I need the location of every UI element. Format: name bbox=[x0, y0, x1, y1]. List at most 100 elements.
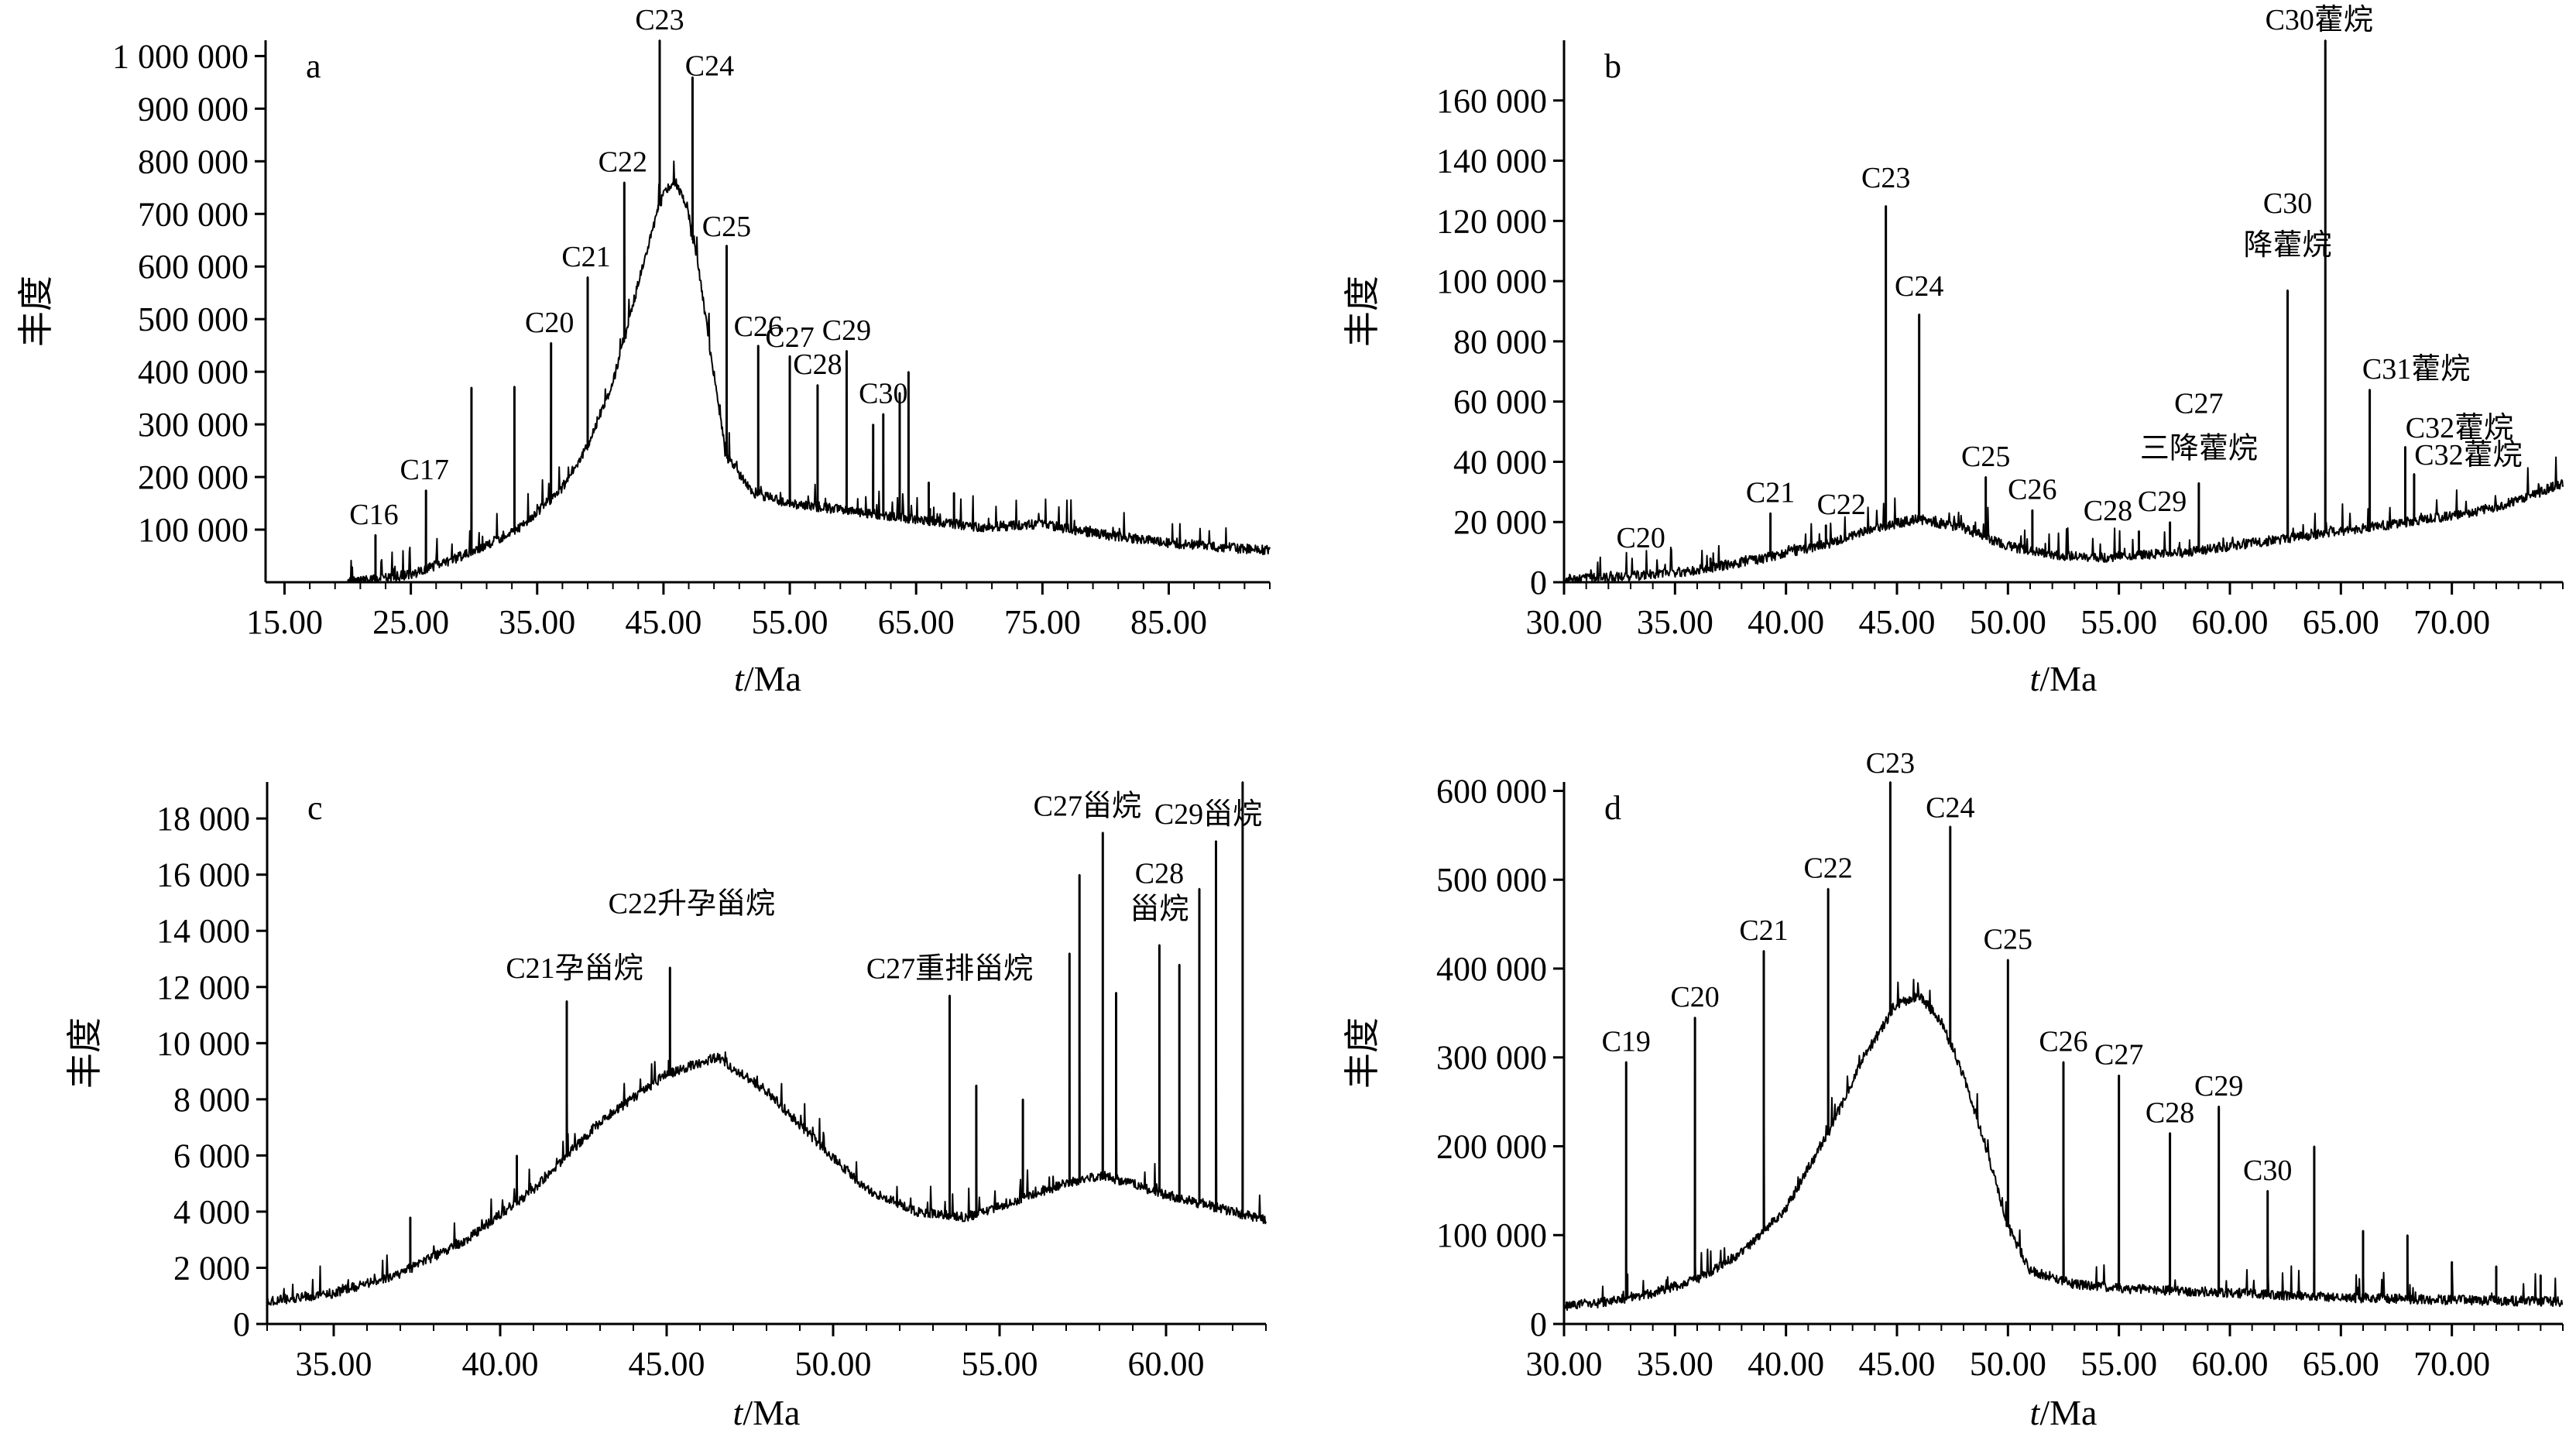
peak-label: C20 bbox=[1617, 522, 1665, 554]
x-tick-label: 60.00 bbox=[2192, 603, 2269, 641]
x-tick-label: 55.00 bbox=[2080, 603, 2157, 641]
peak-label: C26 bbox=[2039, 1025, 2087, 1058]
peak-label: C28 bbox=[793, 348, 842, 381]
y-tick-label: 12 000 bbox=[156, 969, 250, 1007]
peak-label: C27 bbox=[2174, 388, 2223, 420]
peak-label: C24 bbox=[1895, 270, 1943, 303]
chromatogram-trace bbox=[1563, 39, 2564, 583]
peak-label: C32藿烷 bbox=[2406, 412, 2513, 444]
peak-label: C29 bbox=[2194, 1070, 2243, 1103]
chromatogram-trace bbox=[1563, 781, 2564, 1312]
x-tick-label: 35.00 bbox=[296, 1345, 372, 1383]
chromatogram-trace bbox=[266, 781, 1267, 1306]
x-tick-label: 35.00 bbox=[1637, 603, 1713, 641]
x-tick-label: 70.00 bbox=[2413, 603, 2490, 641]
peak-label: C22 bbox=[599, 146, 647, 178]
y-tick-label: 300 000 bbox=[138, 406, 249, 444]
x-tick-label: 50.00 bbox=[795, 1345, 872, 1383]
y-tick-label: 60 000 bbox=[1453, 383, 1547, 421]
peak-label: C25 bbox=[1984, 924, 2032, 956]
y-tick-label: 6 000 bbox=[173, 1137, 250, 1175]
panel-label: c bbox=[307, 789, 323, 827]
panel-label: a bbox=[306, 47, 321, 85]
x-tick-label: 60.00 bbox=[2192, 1345, 2269, 1383]
x-tick-label: 65.00 bbox=[2303, 1345, 2379, 1383]
peak-label: C28 bbox=[2084, 495, 2132, 527]
peak-label: C30 bbox=[2243, 1154, 2292, 1187]
peak-label: C21孕甾烷 bbox=[506, 952, 643, 985]
x-tick-label: 55.00 bbox=[2080, 1345, 2157, 1383]
y-tick-label: 400 000 bbox=[1436, 950, 1547, 988]
peak-label: C22 bbox=[1817, 489, 1866, 521]
panel-label: d bbox=[1604, 789, 1621, 827]
y-tick-label: 300 000 bbox=[1436, 1039, 1547, 1077]
y-tick-label: 8 000 bbox=[173, 1081, 250, 1119]
y-tick-label: 200 000 bbox=[1436, 1127, 1547, 1165]
y-tick-label: 200 000 bbox=[138, 458, 249, 496]
x-tick-label: 50.00 bbox=[1970, 603, 2046, 641]
x-axis-title: t/Ma bbox=[734, 659, 801, 698]
y-tick-label: 600 000 bbox=[1436, 772, 1547, 810]
x-tick-label: 65.00 bbox=[2303, 603, 2379, 641]
y-tick-label: 18 000 bbox=[156, 800, 250, 838]
peak-label: C25 bbox=[1961, 441, 2010, 473]
chart-panel-a: 100 000 200 000 300 000 400 000 500 000 600 0… bbox=[16, 4, 1271, 698]
x-tick-label: 45.00 bbox=[629, 1345, 705, 1383]
peak-label: C24 bbox=[1926, 791, 1974, 824]
y-tick-label: 400 000 bbox=[138, 353, 249, 391]
peak-label: C22 bbox=[1803, 852, 1852, 885]
y-axis-title: 丰度 bbox=[1343, 1017, 1382, 1089]
y-tick-label: 900 000 bbox=[138, 90, 249, 128]
y-tick-label: 16 000 bbox=[156, 856, 250, 894]
x-tick-label: 15.00 bbox=[246, 603, 323, 641]
peak-label: C19 bbox=[1602, 1025, 1651, 1058]
y-tick-label: 80 000 bbox=[1453, 323, 1547, 361]
peak-label: C23 bbox=[635, 4, 684, 36]
peak-label: C31藿烷 bbox=[2362, 353, 2470, 386]
y-tick-label: 1 000 000 bbox=[112, 37, 249, 75]
peak-label: C25 bbox=[702, 211, 751, 243]
peak-label: C24 bbox=[685, 50, 734, 83]
peak-label: C16 bbox=[349, 499, 398, 531]
x-axis-title: t/Ma bbox=[2030, 1393, 2098, 1432]
y-tick-label: 500 000 bbox=[1436, 861, 1547, 899]
y-axis-title: 丰度 bbox=[65, 1017, 105, 1089]
x-tick-label: 35.00 bbox=[1637, 1345, 1713, 1383]
y-tick-label: 2 000 bbox=[173, 1249, 250, 1287]
y-tick-label: 120 000 bbox=[1436, 202, 1547, 240]
x-axis-title: t/Ma bbox=[2030, 659, 2098, 698]
x-tick-label: 65.00 bbox=[878, 603, 955, 641]
peak-label: C26 bbox=[2008, 474, 2056, 506]
y-tick-label: 0 bbox=[233, 1305, 250, 1343]
chart-panel-b: 0 20 000 40 000 60 000 80 000 100 000 120 000 1… bbox=[1343, 4, 2564, 698]
peak-label: C29 bbox=[2138, 485, 2187, 518]
x-tick-label: 85.00 bbox=[1130, 603, 1207, 641]
y-tick-label: 140 000 bbox=[1436, 142, 1547, 180]
peak-label: C27甾烷 bbox=[1034, 790, 1141, 822]
x-tick-label: 50.00 bbox=[1970, 1345, 2046, 1383]
peak-label: C28 bbox=[2146, 1096, 2194, 1129]
x-tick-label: 40.00 bbox=[1748, 603, 1824, 641]
peak-label: C21 bbox=[561, 241, 610, 273]
x-tick-label: 40.00 bbox=[462, 1345, 539, 1383]
peak-label-line2: 降藿烷 bbox=[2244, 229, 2332, 262]
peak-label: C28 bbox=[1135, 857, 1184, 890]
x-tick-label: 75.00 bbox=[1004, 603, 1081, 641]
x-tick-label: 55.00 bbox=[962, 1345, 1038, 1383]
x-axis-title: t/Ma bbox=[733, 1393, 801, 1432]
x-tick-label: 45.00 bbox=[1859, 603, 1936, 641]
y-axis-title: 丰度 bbox=[1343, 276, 1382, 347]
peak-label: C27重排甾烷 bbox=[866, 953, 1033, 986]
x-tick-label: 30.00 bbox=[1526, 1345, 1603, 1383]
y-tick-label: 20 000 bbox=[1453, 503, 1547, 541]
x-tick-label: 70.00 bbox=[2413, 1345, 2490, 1383]
y-tick-label: 100 000 bbox=[1436, 262, 1547, 300]
chart-panel-c: 0 2 000 4 000 6 000 8 000 10 000 12 000 14 000 1… bbox=[65, 781, 1267, 1432]
peak-label: C23 bbox=[1861, 162, 1910, 194]
peak-label: C17 bbox=[400, 454, 449, 486]
x-tick-label: 60.00 bbox=[1128, 1345, 1205, 1383]
peak-label: C20 bbox=[525, 307, 574, 339]
y-tick-label: 0 bbox=[1530, 1305, 1547, 1343]
y-tick-label: 160 000 bbox=[1436, 82, 1547, 120]
y-tick-label: 40 000 bbox=[1453, 443, 1547, 481]
